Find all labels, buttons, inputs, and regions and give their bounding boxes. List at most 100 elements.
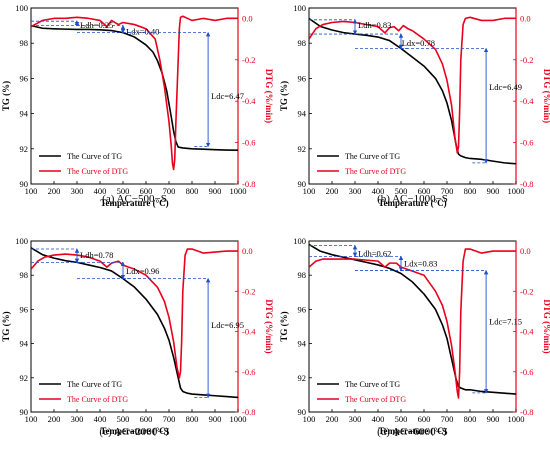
y-tick-label: 96 [20, 73, 29, 83]
legend-label: The Curve of TG [345, 380, 400, 389]
y2-tick-label: -0.6 [242, 367, 255, 377]
y2-axis-title: DTG (%/min) [542, 299, 550, 353]
x-tick-label: 800 [464, 414, 477, 424]
y-tick-label: 98 [298, 270, 307, 280]
x-tick-label: 600 [418, 186, 431, 196]
y2-tick-label: -0.8 [520, 179, 533, 189]
x-tick-label: 500 [117, 186, 130, 196]
y2-tick-label: -0.2 [520, 55, 533, 65]
y2-tick-label: -0.8 [520, 407, 533, 417]
x-tick-label: 100 [25, 186, 38, 196]
y-axis-title: TG (%) [1, 311, 11, 341]
y2-tick-label: 0.0 [520, 13, 531, 23]
y-axis-title: TG (%) [279, 81, 289, 111]
y-tick-label: 92 [298, 144, 307, 154]
chart-panel-2: 100 200 300 400 500 600 700 800 900 1000 90 92 94 96 9… [279, 3, 550, 208]
annotation-label: Ldx=0.78 [402, 38, 435, 48]
y2-tick-label: 0.0 [520, 246, 531, 256]
y2-tick-label: -0.2 [242, 286, 255, 296]
y-tick-label: 90 [298, 407, 307, 417]
y-tick-label: 96 [20, 304, 29, 314]
annotation-label: Ldh=0.78 [80, 250, 113, 260]
y2-tick-label: -0.6 [242, 138, 255, 148]
x-tick-label: 700 [441, 414, 454, 424]
x-tick-label: 800 [186, 414, 199, 424]
y-tick-label: 92 [298, 373, 307, 383]
panel-caption-text: AC−1000−S [392, 193, 448, 205]
y-tick-label: 100 [293, 236, 306, 246]
x-tick-label: 900 [209, 414, 222, 424]
y2-tick-label: -0.4 [242, 327, 256, 337]
x-tick-label: 1000 [508, 414, 525, 424]
y2-tick-label: -0.2 [242, 55, 255, 65]
dtg-curve [309, 248, 516, 399]
legend-label: The Curve of TG [345, 152, 400, 161]
annotation-label: Ldc=7.15 [489, 316, 522, 326]
x-tick-label: 100 [303, 414, 316, 424]
legend-label: The Curve of TG [67, 152, 122, 161]
x-tick-label: 600 [140, 186, 153, 196]
chart-panel-3: 100 200 300 400 500 600 700 800 900 1000 90 92 94 96 9… [1, 236, 274, 438]
x-tick-label: 900 [487, 414, 500, 424]
y-tick-label: 90 [20, 407, 29, 417]
x-tick-label: 300 [349, 186, 362, 196]
y2-tick-label: -0.8 [242, 407, 255, 417]
x-tick-label: 1000 [508, 186, 525, 196]
y-tick-label: 90 [20, 179, 29, 189]
x-tick-label: 200 [326, 186, 339, 196]
legend-label: The Curve of TG [67, 380, 122, 389]
y-tick-label: 98 [20, 270, 29, 280]
legend-label: The Curve of DTG [345, 395, 406, 404]
x-tick-label: 700 [163, 186, 176, 196]
y-tick-label: 94 [20, 339, 29, 349]
y-tick-label: 94 [298, 109, 307, 119]
y-tick-label: 94 [20, 109, 29, 119]
x-tick-label: 400 [94, 186, 107, 196]
x-tick-label: 100 [25, 414, 38, 424]
panel-caption-text: AC−2000−S [114, 426, 170, 438]
y2-tick-label: -0.8 [242, 179, 255, 189]
legend-label: The Curve of DTG [67, 395, 128, 404]
x-tick-label: 100 [303, 186, 316, 196]
panel-caption-letter: (b) [377, 193, 392, 205]
x-tick-label: 700 [441, 186, 454, 196]
y-tick-label: 92 [20, 373, 29, 383]
x-tick-label: 800 [186, 186, 199, 196]
x-tick-label: 700 [163, 414, 176, 424]
legend-label: The Curve of DTG [345, 167, 406, 176]
y-tick-label: 100 [15, 3, 28, 13]
annotation-label: Ldc=6.47 [211, 91, 244, 101]
annotation-label: Ldx=0.83 [404, 259, 437, 269]
y2-tick-label: -0.4 [520, 327, 534, 337]
y2-axis-title: DTG (%/min) [264, 299, 274, 353]
annotation-label: Ldc=6.49 [489, 82, 522, 92]
x-tick-label: 200 [326, 414, 339, 424]
panel-caption-text: AC−6000−S [392, 426, 448, 438]
x-axis-title: Temperature (°C) [100, 426, 168, 436]
annotation-label: Ldx=0.40 [126, 26, 159, 36]
y-tick-label: 100 [293, 3, 306, 13]
x-axis-title: Temperature (°C) [100, 198, 168, 208]
y2-tick-label: -0.4 [520, 96, 534, 106]
panel-caption: (a) AC−500−S [102, 193, 167, 205]
y-tick-label: 90 [298, 179, 307, 189]
panel-caption: (c) AC−2000−S [99, 426, 169, 438]
panel-caption-letter: (d) [377, 426, 392, 438]
y2-tick-label: -0.2 [520, 286, 533, 296]
dtg-curve [31, 15, 238, 171]
x-tick-label: 900 [209, 186, 222, 196]
legend-label: The Curve of DTG [67, 167, 128, 176]
y-axis-title: TG (%) [279, 311, 289, 341]
annotation-label: Ldh=0.83 [358, 20, 391, 30]
x-axis-title: Temperature (°C) [378, 198, 446, 208]
annotation-label: Ldh=0.62 [358, 249, 391, 259]
annotation-label: Ldh=0.25 [80, 20, 113, 30]
y2-tick-label: -0.6 [520, 367, 533, 377]
x-tick-label: 200 [48, 414, 61, 424]
x-tick-label: 500 [117, 414, 130, 424]
x-tick-label: 1000 [230, 414, 247, 424]
x-tick-label: 600 [140, 414, 153, 424]
y2-axis-title: DTG (%/min) [542, 69, 550, 123]
panel-caption: (b) AC−1000−S [377, 193, 448, 205]
y-tick-label: 96 [298, 304, 307, 314]
